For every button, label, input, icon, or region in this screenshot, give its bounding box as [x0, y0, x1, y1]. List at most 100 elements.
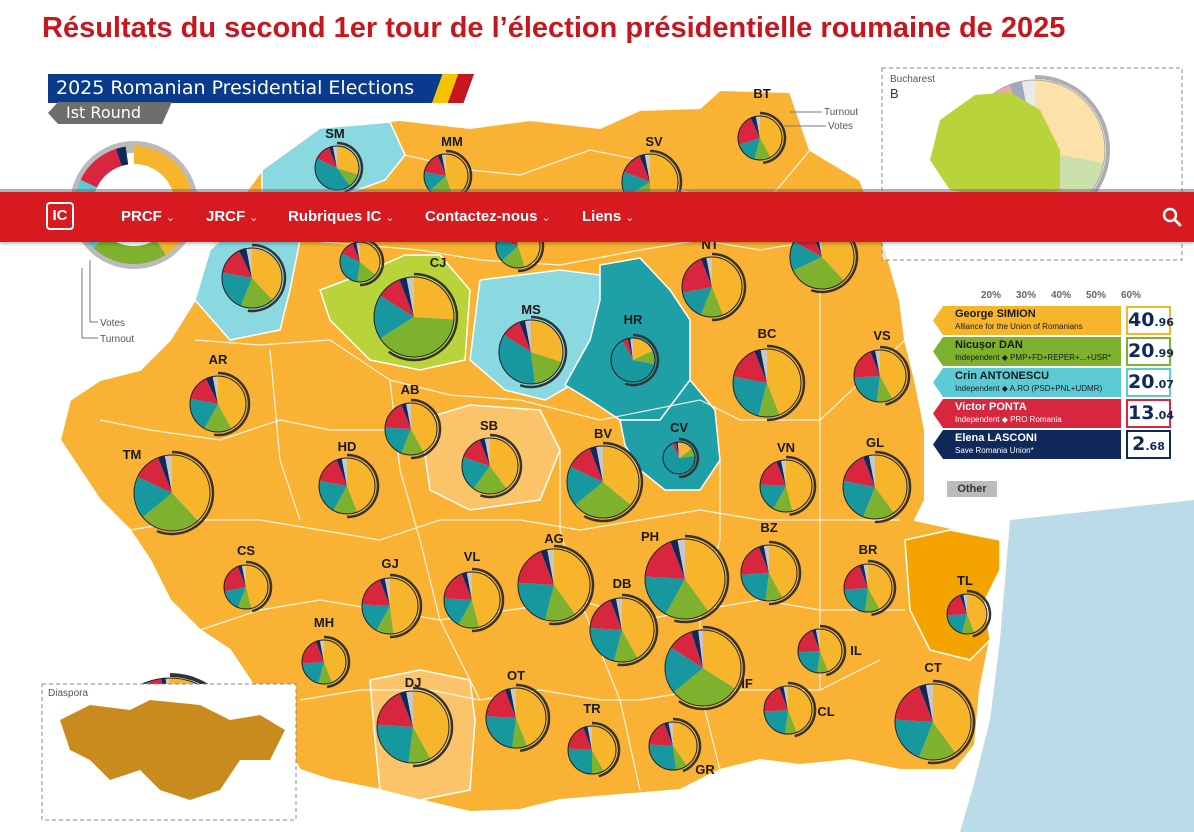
- turnout-arc: [245, 560, 273, 613]
- candidate-name: George SIMION: [955, 308, 1036, 320]
- pie-slice: [844, 588, 868, 612]
- pie-slice: [933, 684, 972, 753]
- search-icon[interactable]: [1160, 205, 1184, 229]
- pie-outline: [566, 445, 640, 519]
- bucharest-shape: [930, 92, 1060, 200]
- county-label-DJ: DJ: [405, 675, 422, 690]
- world-map-shape: [60, 700, 285, 800]
- pie-slice: [758, 545, 769, 573]
- candidate-party: Independent ◆ PRO Romania: [955, 415, 1062, 424]
- county-label-GR: GR: [695, 762, 715, 777]
- turnout-arc: [678, 625, 746, 711]
- nav-item-jrcf[interactable]: JRCF ⌄: [206, 192, 258, 242]
- pie-slice: [568, 727, 592, 750]
- turnout-arc: [471, 567, 505, 633]
- nav-item-label: PRCF: [121, 208, 162, 225]
- pie-slice: [315, 158, 350, 190]
- pie-slice: [385, 427, 411, 454]
- pie-TM: [133, 450, 215, 536]
- pie-IL: [797, 624, 847, 677]
- pie-slice: [817, 651, 829, 673]
- county-label-TR: TR: [583, 701, 601, 716]
- pie-slice: [763, 545, 769, 573]
- pie-slice: [639, 154, 650, 182]
- pie-slice: [670, 539, 685, 579]
- pie-slice: [570, 448, 603, 482]
- pie-slice: [664, 722, 673, 746]
- donut-turnout-label: Turnout: [100, 334, 134, 345]
- site-navbar: IC PRCF ⌄ JRCF ⌄ Rubriques IC ⌄ Contactez-n…: [0, 192, 1194, 242]
- county-label-DB: DB: [613, 576, 632, 591]
- pie-MH: [301, 635, 351, 689]
- pie-slice: [399, 691, 413, 727]
- turnout-key-label: Turnout: [824, 107, 858, 118]
- turnout-arc: [672, 717, 702, 773]
- pie-BH: [221, 243, 287, 313]
- candidate-row: Crin ANTONESCU Independent ◆ A.RO (PSD+PN…: [933, 368, 1174, 397]
- pie-slice: [461, 572, 472, 600]
- candidate-name: Elena LASCONI: [955, 432, 1037, 444]
- pie-slice: [788, 686, 812, 733]
- county-label-BV: BV: [594, 426, 612, 441]
- pie-slice: [384, 578, 390, 606]
- pie-slice: [377, 724, 413, 763]
- pie-HR: [610, 333, 660, 387]
- county-label-OT: OT: [507, 668, 525, 683]
- pie-slice: [781, 460, 786, 486]
- pie-outline: [318, 457, 376, 515]
- pie-CJ: [373, 272, 459, 362]
- candidate-party: Independent ◆ PMP+FD+REPER+...+USR*: [955, 353, 1112, 362]
- pie-OT: [485, 683, 551, 752]
- pie-slice: [218, 376, 247, 429]
- pie-slice: [496, 237, 518, 262]
- pie-BR: [843, 559, 897, 617]
- chevron-down-icon: ⌄: [249, 212, 259, 224]
- county-label-SV: SV: [645, 134, 663, 149]
- pie-slice: [698, 630, 703, 668]
- pie-slice: [337, 168, 358, 186]
- pie-BC: [732, 344, 806, 422]
- pie-GL: [842, 450, 912, 524]
- pie-slice: [512, 718, 528, 748]
- pie-slice: [461, 457, 490, 489]
- pie-slice: [446, 154, 469, 197]
- pie-slice: [895, 719, 933, 758]
- site-logo[interactable]: IC: [46, 202, 74, 230]
- pie-slice: [424, 171, 446, 192]
- pie-slice: [754, 349, 767, 383]
- pie-outline: [843, 563, 893, 613]
- pie-slice: [700, 287, 724, 317]
- pie-slice: [673, 668, 736, 706]
- pie-slice: [672, 442, 679, 458]
- county-label-SM: SM: [325, 126, 345, 141]
- pie-slice: [649, 744, 677, 770]
- pie-slice: [518, 582, 554, 620]
- bucharest-title: Bucharest: [890, 74, 935, 85]
- turnout-arc: [515, 683, 551, 752]
- turnout-arc: [966, 589, 992, 638]
- pie-slice: [741, 573, 769, 601]
- nav-item-rubriques[interactable]: Rubriques IC ⌄: [288, 192, 395, 242]
- pie-slice: [333, 486, 358, 515]
- legend-axis-tick: 20%: [981, 290, 1002, 301]
- pie-slice: [776, 460, 786, 486]
- turnout-arc: [768, 540, 802, 606]
- nav-item-label: JRCF: [206, 208, 246, 225]
- pie-slice: [525, 320, 531, 352]
- pie-PH: [644, 534, 730, 624]
- pie-slice: [408, 727, 431, 763]
- turnout-arc: [624, 333, 660, 387]
- nav-item-contact[interactable]: Contactez-nous ⌄: [425, 192, 551, 242]
- pie-slice: [547, 549, 554, 585]
- pie-CS: [223, 560, 273, 613]
- pie-slice: [596, 446, 603, 482]
- nav-item-liens[interactable]: Liens ⌄: [582, 192, 634, 242]
- pie-slice: [554, 549, 590, 615]
- pie-slice: [441, 154, 446, 176]
- pie-outline: [373, 276, 455, 358]
- nav-item-prcf[interactable]: PRCF ⌄: [121, 192, 175, 242]
- candidate-percent: 20.07: [1126, 368, 1174, 397]
- pie-slice: [172, 455, 210, 521]
- pie-slice: [633, 338, 653, 360]
- pie-slice: [589, 446, 603, 482]
